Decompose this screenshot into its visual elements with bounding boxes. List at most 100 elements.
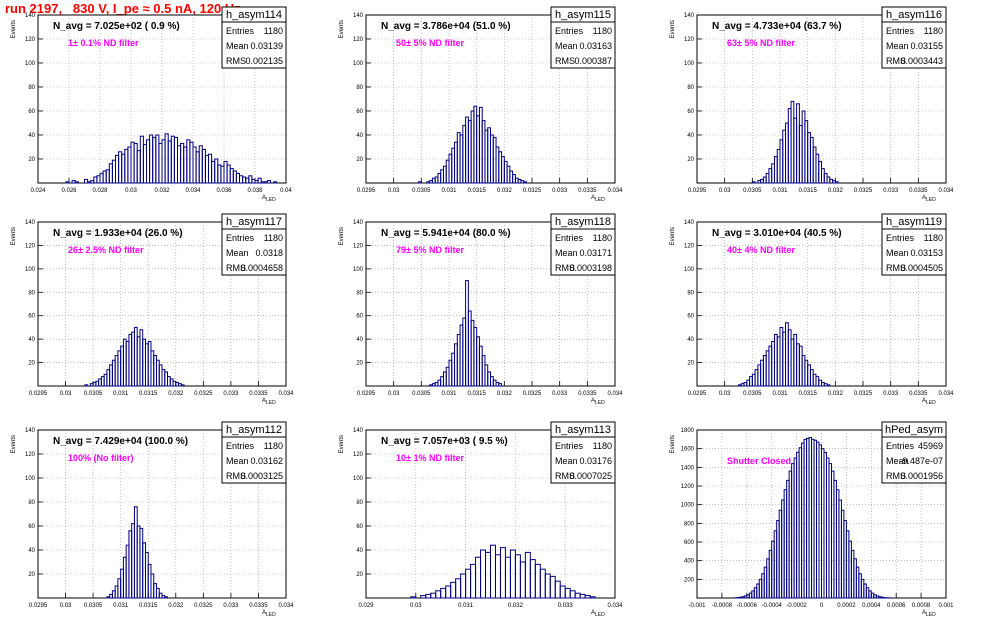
x-tick-label: 0.001 [938, 603, 954, 609]
rms-label: RMS [226, 263, 246, 273]
x-tick-label: -0.0002 [786, 603, 807, 609]
x-axis-subscript: LED [595, 400, 605, 406]
y-tick-label: 40 [28, 548, 35, 554]
histogram-bin [751, 181, 756, 184]
filter-note: 10± 1% ND filter [396, 453, 464, 463]
y-tick-label: 20 [28, 572, 35, 578]
y-tick-label: 600 [684, 540, 695, 546]
x-axis-title: ALED [922, 398, 936, 406]
y-tick-label: 60 [28, 524, 35, 530]
mean-label: Mean [555, 41, 578, 51]
y-axis-title: Events [670, 435, 676, 453]
x-tick-label: 0.03 [388, 188, 400, 194]
x-tick-label: 0.033 [223, 603, 239, 609]
rms-label: RMS [555, 56, 575, 66]
entries-label: Entries [886, 26, 915, 36]
entries-value: 1180 [593, 26, 612, 36]
x-axis-subscript: LED [595, 612, 605, 618]
y-axis-title: Events [670, 227, 676, 245]
y-tick-label: 140 [25, 428, 36, 434]
x-tick-label: 0.0295 [29, 391, 48, 397]
x-tick-label: 0.036 [216, 188, 232, 194]
y-axis-title: Events [11, 20, 17, 38]
x-tick-label: 0.0315 [798, 391, 817, 397]
y-tick-label: 120 [353, 37, 364, 43]
y-tick-label: 140 [684, 13, 695, 19]
entries-label: Entries [555, 26, 584, 36]
rms-value: 0.0003125 [240, 471, 283, 481]
histogram-bin [826, 384, 831, 387]
n-avg-label: N_avg = 7.057e+03 ( 9.5 %) [381, 436, 508, 447]
y-tick-label: 40 [28, 337, 35, 343]
histogram-bin [84, 384, 89, 387]
histogram-bin [257, 177, 262, 184]
stats-box [881, 213, 947, 276]
y-tick-label: 1200 [681, 484, 695, 490]
rms-label: RMS [555, 471, 575, 481]
x-tick-label: -0.0008 [712, 603, 733, 609]
entries-value: 1180 [924, 26, 943, 36]
x-tick-label: 0.03 [719, 391, 731, 397]
mean-label: Mean [555, 248, 578, 258]
histogram-panel-hPed_asym: -0.001 -0.0008 -0.0006 -0.0004 -0.0002 0 0.000… [670, 421, 954, 618]
x-tick-label: 0.034 [938, 391, 954, 397]
histogram-bin [164, 596, 169, 599]
y-tick-label: 120 [684, 37, 695, 43]
x-tick-label: 0.0315 [139, 391, 158, 397]
y-axis-title: Events [339, 435, 345, 453]
rms-value: 0.0003443 [900, 56, 943, 66]
histogram-bin [589, 596, 596, 599]
x-tick-label: 0.034 [185, 188, 201, 194]
entries-value: 1180 [593, 441, 612, 451]
y-tick-label: 40 [356, 133, 363, 139]
histogram-bin [65, 181, 70, 184]
histogram-bin [266, 180, 271, 184]
y-tick-label: 40 [356, 337, 363, 343]
histogram-name: hPed_asym [885, 424, 943, 436]
entries-label: Entries [886, 233, 915, 243]
n-avg-label: N_avg = 5.941e+04 (80.0 %) [381, 228, 511, 239]
x-axis-title: ALED [591, 398, 605, 406]
stats-box [881, 6, 947, 69]
y-tick-label: 20 [356, 572, 363, 578]
y-tick-label: 140 [25, 220, 36, 226]
y-tick-label: 80 [28, 500, 35, 506]
filter-note: 40± 4% ND filter [727, 245, 795, 255]
histogram-name: h_asym115 [555, 9, 611, 21]
x-tick-label: 0.0295 [357, 188, 376, 194]
x-tick-label: 0.0305 [412, 391, 431, 397]
x-tick-label: 0.033 [552, 188, 568, 194]
y-tick-label: 120 [25, 37, 36, 43]
histogram-panel-h_asym114: 0.024 0.026 0.028 0.03 0.032 0.034 0.036 0.038 0… [11, 6, 292, 203]
mean-value: 0.03163 [579, 41, 612, 51]
x-tick-label: 0.03 [60, 603, 72, 609]
entries-value: 1180 [264, 233, 283, 243]
y-tick-label: 100 [353, 61, 364, 67]
x-tick-label: 0.033 [558, 603, 574, 609]
histogram-panel-h_asym117: 0.0295 0.03 0.0305 0.031 0.0315 0.032 0.0325 0.… [11, 213, 294, 406]
mean-value: 0.03153 [910, 248, 943, 258]
filter-note: 63± 5% ND filter [727, 38, 795, 48]
x-tick-label: 0.03 [719, 188, 731, 194]
x-tick-label: 0.0325 [854, 188, 873, 194]
x-tick-label: 0.0002 [837, 603, 856, 609]
entries-value: 1180 [264, 26, 283, 36]
x-axis-subscript: LED [266, 197, 276, 203]
x-tick-label: 0.0004 [862, 603, 881, 609]
entries-label: Entries [555, 441, 584, 451]
x-tick-label: 0.034 [607, 391, 623, 397]
x-tick-label: 0.0325 [854, 391, 873, 397]
rms-value: 0.0007025 [569, 471, 612, 481]
n-avg-label: N_avg = 3.786e+04 (51.0 %) [381, 21, 511, 32]
x-tick-label: 0.0305 [84, 603, 103, 609]
histogram-bin [498, 383, 503, 387]
mean-label: Mean [555, 456, 578, 466]
y-tick-label: 200 [684, 577, 695, 583]
x-tick-label: 0.0325 [194, 603, 213, 609]
n-avg-label: N_avg = 4.733e+04 (63.7 %) [712, 21, 842, 32]
y-axis-title: Events [11, 227, 17, 245]
histogram-bin [180, 384, 185, 387]
x-tick-label: 0.0325 [194, 391, 213, 397]
x-tick-label: 0.0295 [688, 391, 707, 397]
histogram-bin [834, 181, 839, 184]
